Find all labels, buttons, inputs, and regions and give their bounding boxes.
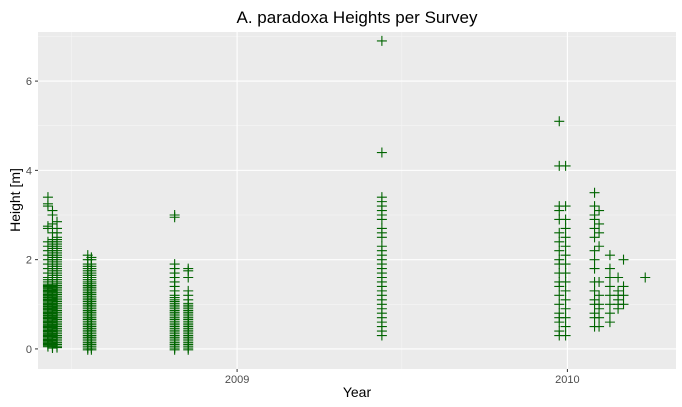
data-point [618,254,629,265]
data-point [589,223,600,234]
data-point [604,281,615,292]
x-axis-ticks: 2009 2010 [225,369,580,386]
data-point [594,290,605,301]
x-axis-title: Year [343,384,372,400]
data-point [604,308,615,319]
x-tick-label: 2010 [555,374,579,386]
data-points [42,35,651,355]
data-point [376,192,387,203]
data-point [589,245,600,256]
data-point [594,205,605,216]
data-point [560,321,571,332]
data-point [604,317,615,328]
data-point [589,294,600,305]
data-point [560,250,571,261]
data-point [618,281,629,292]
data-point [554,116,565,127]
data-point [594,312,605,323]
data-point [42,192,53,203]
data-point [594,321,605,332]
data-point [560,276,571,287]
y-axis-ticks: 0 2 4 6 [26,76,38,356]
data-point [594,227,605,238]
data-point [554,308,565,319]
data-point [613,285,624,296]
data-point [589,232,600,243]
data-point [594,276,605,287]
data-point [560,160,571,171]
data-point [589,201,600,212]
data-point [560,268,571,279]
data-point [560,232,571,243]
data-point [554,326,565,337]
data-point [604,263,615,274]
plot-panel [38,32,676,369]
y-axis-title: Height [m] [7,168,23,232]
data-point [594,218,605,229]
data-point [560,214,571,225]
data-point [560,303,571,314]
x-tick-label: 2009 [225,374,249,386]
data-point [589,187,600,198]
data-point [604,250,615,261]
data-point [594,299,605,310]
minor-gridlines [38,32,676,369]
data-point [560,201,571,212]
data-point [52,216,63,227]
y-tick-label: 6 [26,76,32,88]
data-point [376,223,387,234]
data-point [376,147,387,158]
data-point [376,35,387,46]
data-point [554,236,565,247]
data-point [86,252,97,263]
data-point [589,210,600,221]
data-point [47,205,58,216]
data-point [589,263,600,274]
data-point [589,308,600,319]
data-point [560,285,571,296]
data-point [183,263,194,274]
data-point [554,290,565,301]
data-point [613,272,624,283]
data-point [618,290,629,301]
data-point [169,259,180,270]
data-point [42,221,53,232]
data-point [554,299,565,310]
data-point [169,210,180,221]
data-point [560,241,571,252]
data-point [554,245,565,256]
chart-title: A. paradoxa Heights per Survey [237,8,478,27]
data-point [47,218,58,229]
data-point [560,223,571,234]
data-point [560,294,571,305]
data-point [560,259,571,270]
data-point [183,285,194,296]
y-tick-label: 4 [26,165,32,177]
y-tick-label: 2 [26,255,32,267]
major-gridlines [38,32,676,369]
data-point [560,312,571,323]
data-point [594,241,605,252]
data-point [376,241,387,252]
data-point [589,285,600,296]
data-point [618,299,629,310]
data-point [554,227,565,238]
data-point [589,254,600,265]
y-tick-label: 0 [26,344,32,356]
data-point [554,254,565,265]
data-point [640,272,651,283]
data-point [560,330,571,341]
